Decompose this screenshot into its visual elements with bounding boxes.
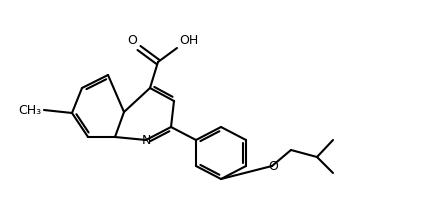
- Text: OH: OH: [179, 34, 198, 47]
- Text: N: N: [141, 134, 151, 147]
- Text: O: O: [268, 160, 278, 173]
- Text: CH₃: CH₃: [18, 104, 41, 117]
- Text: O: O: [127, 34, 137, 47]
